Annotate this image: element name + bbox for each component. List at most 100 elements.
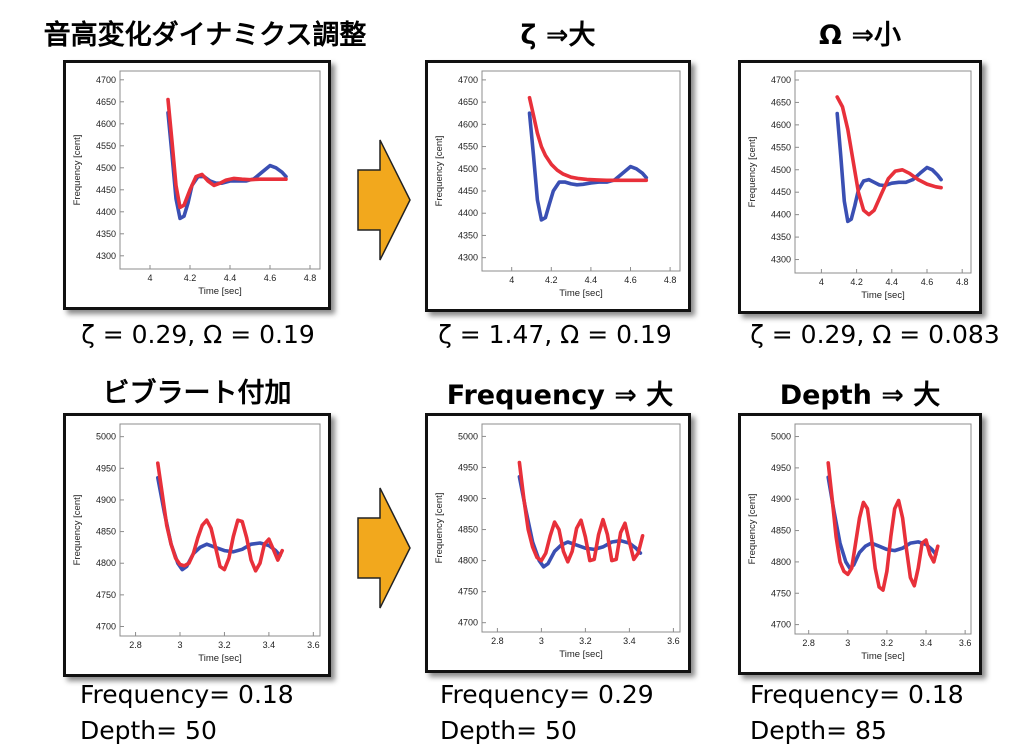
- chart-3-ytick-label-6: 4600: [771, 120, 791, 130]
- chart-3-ytick-label-2: 4400: [771, 210, 791, 220]
- chart-3-ytick-label-0: 4300: [771, 255, 791, 265]
- caption-6-line-2: Depth= 85: [750, 716, 887, 745]
- chart-6-xtick-label-2: 3.2: [881, 638, 894, 648]
- caption-5-line-2: Depth= 50: [440, 716, 577, 745]
- caption-4-line-1: Frequency= 0.18: [80, 680, 294, 709]
- chart-4-xlabel: Time [sec]: [198, 653, 241, 664]
- chart-5-xtick-label-2: 3.2: [579, 636, 592, 646]
- chart-5: 4700 4750 4800 4850 4900 4950 5000 2.8 3 3.2 3.4 3.…: [434, 423, 681, 660]
- chart-6-ytick-label-0: 4700: [771, 620, 791, 630]
- chart-6-ytick-label-5: 4950: [771, 463, 791, 473]
- chart-5-ylabel: Frequency [cent]: [434, 493, 445, 564]
- chart-1-ytick-label-8: 4700: [96, 75, 116, 85]
- chart-1-ytick-label-6: 4600: [96, 119, 116, 129]
- caption-3-line-1: ζ = 0.29, Ω = 0.083: [750, 320, 1000, 349]
- chart-3-plot-area: [794, 70, 972, 274]
- chart-5-series-2-line: [517, 460, 645, 564]
- chart-frame-6: 4700 4750 4800 4850 4900 4950 5000 2.8 3 3.2 3.4 3.…: [738, 413, 982, 675]
- chart-6-xtick-label-1: 3: [845, 638, 850, 648]
- chart-1-ytick-label-2: 4400: [96, 207, 116, 217]
- chart-4-ytick-label-3: 4850: [96, 527, 116, 537]
- chart-title-6: Depth ⇒ 大: [779, 380, 941, 411]
- chart-3-ytick-label-4: 4500: [771, 165, 791, 175]
- chart-frame-3: 4300 4350 4400 4450 4500 4550 4600 4650 4700 4 4.2…: [738, 60, 982, 314]
- chart-2-ytick-label-7: 4650: [458, 97, 478, 107]
- chart-2-ytick-label-2: 4400: [458, 208, 478, 218]
- chart-4-xtick-label-4: 3.6: [307, 640, 320, 650]
- chart-4-plot-area: [119, 423, 321, 637]
- chart-6-series-1-line: [826, 475, 938, 570]
- chart-6-plot-area: [794, 423, 972, 635]
- chart-5-ytick-label-6: 5000: [458, 431, 478, 441]
- chart-3-series-1-line: [835, 111, 943, 224]
- chart-title-4: ビブラート付加: [102, 378, 292, 409]
- chart-4-xtick-label-2: 3.2: [218, 640, 231, 650]
- chart-4-ytick-label-0: 4700: [96, 622, 116, 632]
- chart-frame-5: 4700 4750 4800 4850 4900 4950 5000 2.8 3 3.2 3.4 3.…: [425, 413, 691, 673]
- chart-4-series-2-line: [156, 461, 284, 573]
- chart-2-ytick-label-4: 4500: [458, 164, 478, 174]
- chart-3-ytick-label-1: 4350: [771, 232, 791, 242]
- chart-frame-2: 4300 4350 4400 4450 4500 4550 4600 4650 4700 4 4.2…: [425, 60, 691, 312]
- chart-2-ytick-label-1: 4350: [458, 230, 478, 240]
- chart-2-ytick-label-8: 4700: [458, 75, 478, 85]
- chart-3-ytick-label-3: 4450: [771, 187, 791, 197]
- chart-3-xtick-label-4: 4.8: [956, 277, 969, 287]
- chart-5-ytick-label-1: 4750: [458, 587, 478, 597]
- chart-6-ylabel: Frequency [cent]: [747, 494, 758, 565]
- chart-1-xtick-label-3: 4.6: [264, 273, 277, 283]
- chart-frame-1: 4300 4350 4400 4450 4500 4550 4600 4650 4700 4 4.2…: [63, 60, 331, 310]
- chart-5-ytick-label-5: 4950: [458, 462, 478, 472]
- chart-6-xtick-label-4: 3.6: [959, 638, 972, 648]
- chart-6-xlabel: Time [sec]: [861, 651, 904, 662]
- chart-1-xtick-label-1: 4.2: [184, 273, 197, 283]
- chart-3-ytick-label-8: 4700: [771, 75, 791, 85]
- chart-2-ytick-label-0: 4300: [458, 253, 478, 263]
- right-arrow-icon-1: [357, 139, 411, 261]
- chart-3-xtick-label-2: 4.4: [886, 277, 899, 287]
- chart-6-ytick-label-1: 4750: [771, 588, 791, 598]
- chart-5-xtick-label-0: 2.8: [491, 636, 504, 646]
- chart-5-ytick-label-4: 4900: [458, 494, 478, 504]
- chart-1-xtick-label-4: 4.8: [304, 273, 317, 283]
- chart-title-2: ζ ⇒大: [520, 20, 596, 51]
- chart-2-series-2-line: [527, 95, 649, 183]
- caption-5-line-1: Frequency= 0.29: [440, 680, 654, 709]
- chart-2-ytick-label-3: 4450: [458, 186, 478, 196]
- chart-4-xtick-label-1: 3: [177, 640, 182, 650]
- chart-4-ylabel: Frequency [cent]: [72, 495, 83, 566]
- chart-1-ytick-label-4: 4500: [96, 163, 116, 173]
- right-arrow-icon-2: [357, 487, 411, 609]
- chart-3-xtick-label-0: 4: [819, 277, 824, 287]
- chart-4-ytick-label-2: 4800: [96, 558, 116, 568]
- chart-5-ytick-label-3: 4850: [458, 525, 478, 535]
- chart-1-xtick-label-2: 4.4: [224, 273, 237, 283]
- chart-2-ytick-label-6: 4600: [458, 119, 478, 129]
- chart-3-series-2-line: [835, 95, 943, 217]
- chart-1: 4300 4350 4400 4450 4500 4550 4600 4650 4700 4 4.2…: [72, 70, 321, 297]
- chart-5-ytick-label-0: 4700: [458, 618, 478, 628]
- chart-title-3: Ω ⇒小: [819, 20, 901, 51]
- chart-6-xtick-label-3: 3.4: [920, 638, 933, 648]
- chart-2-xlabel: Time [sec]: [559, 288, 602, 299]
- chart-2-xtick-label-1: 4.2: [545, 275, 558, 285]
- chart-1-ytick-label-0: 4300: [96, 251, 116, 261]
- chart-3-ylabel: Frequency [cent]: [747, 137, 758, 208]
- chart-6-ytick-label-2: 4800: [771, 557, 791, 567]
- chart-3-xtick-label-1: 4.2: [850, 277, 863, 287]
- chart-1-plot-area: [119, 70, 321, 270]
- caption-4-line-2: Depth= 50: [80, 716, 217, 745]
- chart-3-ytick-label-5: 4550: [771, 142, 791, 152]
- chart-2: 4300 4350 4400 4450 4500 4550 4600 4650 4700 4 4.2…: [434, 70, 681, 299]
- chart-6-xtick-label-0: 2.8: [802, 638, 815, 648]
- chart-2-series-1-line: [527, 111, 649, 222]
- chart-1-ytick-label-3: 4450: [96, 185, 116, 195]
- chart-1-ytick-label-1: 4350: [96, 229, 116, 239]
- chart-4-xtick-label-0: 2.8: [129, 640, 142, 650]
- chart-2-xtick-label-2: 4.4: [585, 275, 598, 285]
- chart-5-xtick-label-1: 3: [539, 636, 544, 646]
- chart-5-xlabel: Time [sec]: [559, 649, 602, 660]
- chart-3-xtick-label-3: 4.6: [921, 277, 934, 287]
- chart-1-xlabel: Time [sec]: [198, 286, 241, 297]
- chart-4-ytick-label-1: 4750: [96, 590, 116, 600]
